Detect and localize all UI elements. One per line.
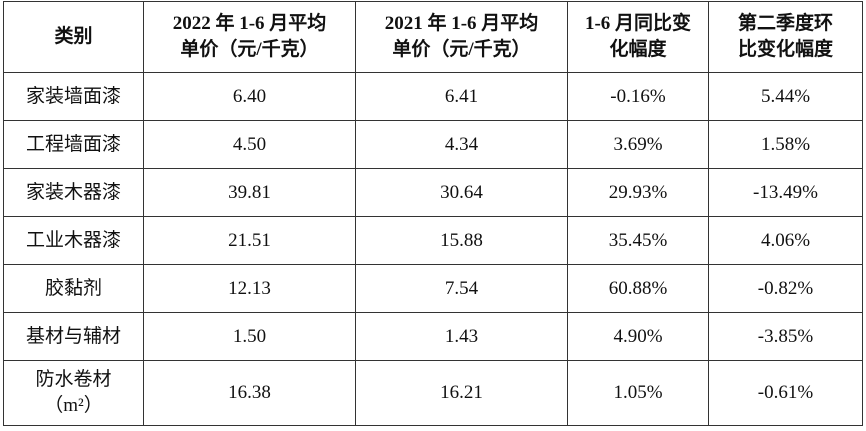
table-row: 工程墙面漆 4.50 4.34 3.69% 1.58% — [3, 120, 863, 169]
category-text: 防水卷材 — [35, 369, 112, 390]
category-text: 胶黏剂 — [44, 277, 102, 299]
value-cell: 1.58% — [708, 120, 863, 169]
header-text: 第二季度环 — [737, 13, 833, 34]
table-row: 家装木器漆 39.81 30.64 29.93% -13.49% — [3, 168, 863, 217]
value-cell: 15.88 — [355, 216, 568, 265]
category-cell: 家装墙面漆 — [3, 72, 144, 121]
category-cell: 工程墙面漆 — [3, 120, 144, 169]
value-cell: 4.34 — [355, 120, 568, 169]
category-text: 家装墙面漆 — [25, 85, 121, 107]
category-cell: 防水卷材 （m²） — [3, 360, 144, 426]
header-text: 单价（元/千克） — [392, 39, 531, 60]
header-cell: 类别 — [3, 1, 144, 73]
category-text: 工业木器漆 — [25, 229, 121, 251]
header-text: 1-6 月同比变 — [584, 13, 692, 34]
value-cell: 1.43 — [355, 312, 568, 361]
category-cell: 基材与辅材 — [3, 312, 144, 361]
value-cell: 1.50 — [143, 312, 356, 361]
value-cell: -13.49% — [708, 168, 863, 217]
header-cell: 第二季度环比变化幅度 — [708, 1, 863, 73]
value-cell: 12.13 — [143, 264, 356, 313]
value-cell: 3.69% — [567, 120, 709, 169]
category-text: 基材与辅材 — [25, 325, 121, 347]
value-cell: 21.51 — [143, 216, 356, 265]
header-cell: 2021 年 1-6 月平均 单价（元/千克） — [355, 1, 568, 73]
value-cell: 35.45% — [567, 216, 709, 265]
value-cell: 16.38 — [143, 360, 356, 426]
value-cell: 16.21 — [355, 360, 568, 426]
value-cell: -0.82% — [708, 264, 863, 313]
header-cell: 2022 年 1-6 月平均 单价（元/千克） — [143, 1, 356, 73]
table-body: 家装墙面漆 6.40 6.41 -0.16% 5.44% 工程墙面漆 4.50 4.34 3.6… — [3, 72, 863, 426]
category-text: 工程墙面漆 — [25, 133, 121, 155]
value-cell: -3.85% — [708, 312, 863, 361]
table-row: 工业木器漆 21.51 15.88 35.45% 4.06% — [3, 216, 863, 265]
table-header: 类别 2022 年 1-6 月平均 单价（元/千克） 2021 年 1-6 月平均 单价… — [3, 1, 863, 73]
value-cell: 60.88% — [567, 264, 709, 313]
value-cell: 4.06% — [708, 216, 863, 265]
value-cell: 4.50 — [143, 120, 356, 169]
header-text: 2021 年 1-6 月平均 — [384, 13, 539, 34]
header-text: 比变化幅度 — [737, 39, 833, 60]
category-cell: 工业木器漆 — [3, 216, 144, 265]
header-row: 类别 2022 年 1-6 月平均 单价（元/千克） 2021 年 1-6 月平均 单价… — [3, 1, 863, 73]
value-cell: 6.41 — [355, 72, 568, 121]
category-cell: 家装木器漆 — [3, 168, 144, 217]
value-cell: -0.16% — [567, 72, 709, 121]
category-text: 家装木器漆 — [25, 181, 121, 203]
value-cell: 6.40 — [143, 72, 356, 121]
value-cell: -0.61% — [708, 360, 863, 426]
value-cell: 5.44% — [708, 72, 863, 121]
table-row: 胶黏剂 12.13 7.54 60.88% -0.82% — [3, 264, 863, 313]
header-text: 2022 年 1-6 月平均 — [172, 13, 327, 34]
value-cell: 39.81 — [143, 168, 356, 217]
header-text: 类别 — [54, 26, 93, 47]
table-row: 基材与辅材 1.50 1.43 4.90% -3.85% — [3, 312, 863, 361]
category-text: （m²） — [44, 395, 103, 416]
value-cell: 4.90% — [567, 312, 709, 361]
category-cell: 胶黏剂 — [3, 264, 144, 313]
table-row: 防水卷材 （m²） 16.38 16.21 1.05% -0.61% — [3, 360, 863, 426]
header-text: 单价（元/千克） — [180, 39, 319, 60]
value-cell: 30.64 — [355, 168, 568, 217]
value-cell: 1.05% — [567, 360, 709, 426]
header-text: 化幅度 — [609, 39, 667, 60]
value-cell: 29.93% — [567, 168, 709, 217]
price-table: 类别 2022 年 1-6 月平均 单价（元/千克） 2021 年 1-6 月平均 单价… — [3, 1, 863, 426]
header-cell: 1-6 月同比变 化幅度 — [567, 1, 709, 73]
value-cell: 7.54 — [355, 264, 568, 313]
table-row: 家装墙面漆 6.40 6.41 -0.16% 5.44% — [3, 72, 863, 121]
